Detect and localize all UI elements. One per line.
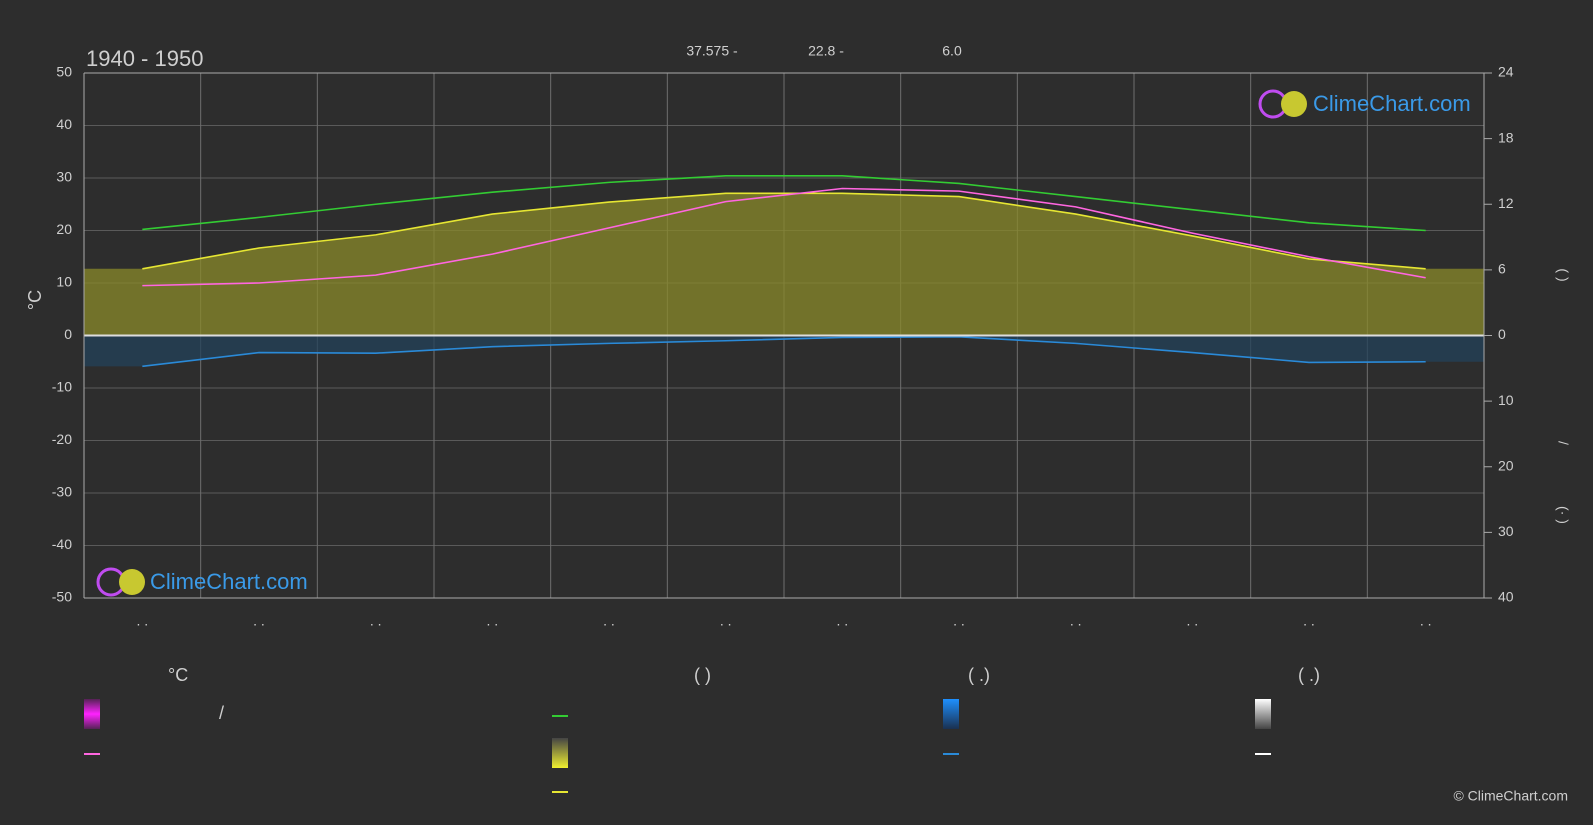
legend-header: °C [168, 665, 188, 685]
x-tick-label: . . [1070, 613, 1082, 629]
y-tick-label: 40 [56, 116, 72, 132]
y2-tick-label: 24 [1498, 64, 1514, 80]
x-tick-label: . . [836, 613, 848, 629]
legend-swatch [84, 699, 100, 729]
series-line [142, 175, 1426, 232]
x-tick-label: . . [1186, 613, 1198, 629]
top-label: 22.8 - [808, 43, 844, 59]
legend-text: / [219, 703, 224, 723]
x-tick-label: . . [603, 613, 615, 629]
x-tick-label: . . [1303, 613, 1315, 629]
y2-axis-slash: / [1555, 441, 1571, 445]
y2-tick-label: 0 [1498, 326, 1506, 342]
x-tick-label: . . [136, 613, 148, 629]
logo: ClimeChart.com [1258, 89, 1471, 119]
top-label: 37.575 - [686, 43, 738, 59]
y3-tick-label: 40 [1498, 589, 1514, 605]
area [84, 335, 1484, 367]
chart-title: 1940 - 1950 [86, 46, 203, 71]
y-tick-label: -50 [52, 589, 72, 605]
x-tick-label: . . [953, 613, 965, 629]
y-tick-label: 0 [64, 326, 72, 342]
y2-tick-label: 18 [1498, 129, 1514, 145]
legend-swatch [943, 699, 959, 729]
legend-swatch [552, 738, 568, 768]
y-axis-label: °C [25, 290, 45, 310]
y3-tick-label: 10 [1498, 392, 1514, 408]
y-tick-label: 10 [56, 274, 72, 290]
y3-tick-label: 20 [1498, 457, 1514, 473]
y-tick-label: 30 [56, 169, 72, 185]
x-tick-label: . . [1420, 613, 1432, 629]
y-tick-label: -30 [52, 484, 72, 500]
legend-swatch [1255, 699, 1271, 729]
logo: ClimeChart.com [96, 567, 308, 597]
y3-tick-label: 30 [1498, 523, 1514, 539]
area [84, 193, 1484, 336]
series-line [142, 336, 1426, 368]
y2-tick-label: 6 [1498, 261, 1506, 277]
series-line [142, 187, 1426, 287]
legend-header: ( .) [968, 665, 990, 685]
y2-tick-label: 12 [1498, 195, 1514, 211]
x-tick-label: . . [486, 613, 498, 629]
plot-area: -50 -40 -30 -20 -10 0 10 20 30 40 50 0 6 12 18 24 10 20 30… [52, 64, 1514, 629]
series-line [142, 192, 1426, 270]
y3-axis-label: (· ) [1555, 506, 1571, 524]
y-tick-label: 20 [56, 221, 72, 237]
top-label: 6.0 [942, 43, 962, 59]
y-tick-label: -20 [52, 431, 72, 447]
y-tick-label: 50 [56, 64, 72, 80]
logo-text: ClimeChart.com [1313, 91, 1471, 116]
y2-axis-label: ( ) [1555, 268, 1571, 281]
legend-header: ( .) [1298, 665, 1320, 685]
legend-header: ( ) [694, 665, 711, 685]
x-tick-label: . . [720, 613, 732, 629]
x-tick-label: . . [370, 613, 382, 629]
y-tick-label: -10 [52, 379, 72, 395]
logo-text: ClimeChart.com [150, 569, 308, 594]
copyright: © ClimeChart.com [1453, 788, 1568, 804]
y-tick-label: -40 [52, 536, 72, 552]
x-tick-label: . . [253, 613, 265, 629]
